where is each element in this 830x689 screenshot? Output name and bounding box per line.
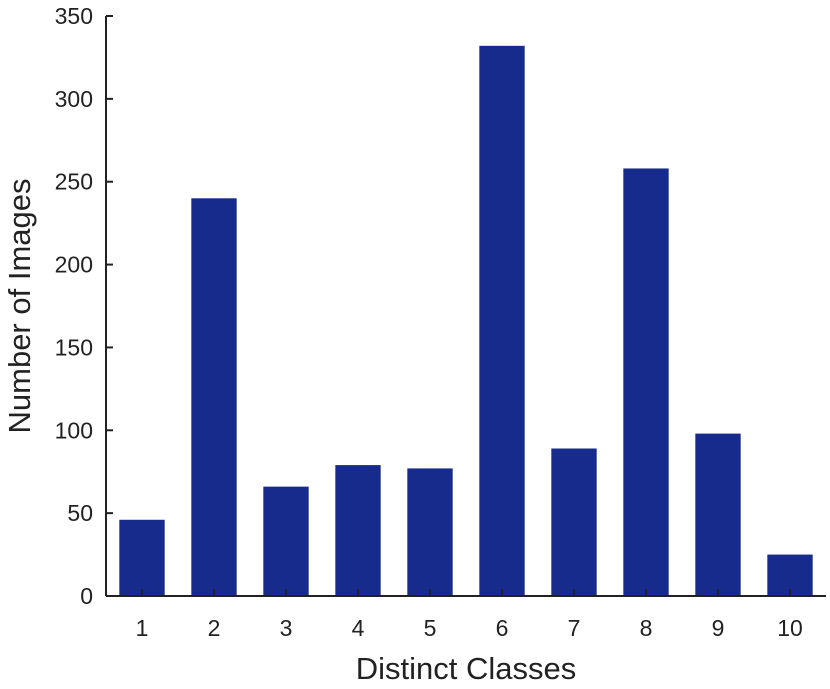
bar-1 xyxy=(119,519,165,596)
y-tick-label: 350 xyxy=(55,3,93,29)
bar-4 xyxy=(335,465,381,596)
x-tick-label: 9 xyxy=(712,615,725,641)
x-tick-label: 6 xyxy=(496,615,509,641)
bars-group xyxy=(119,45,813,597)
x-tick-label: 10 xyxy=(777,615,803,641)
x-ticks-group: 1 2 3 4 5 6 7 8 9 10 xyxy=(136,589,803,641)
y-ticks-group: 0 50 100 150 200 250 300 350 xyxy=(55,3,113,609)
bar-8 xyxy=(623,168,669,596)
axes-group xyxy=(105,16,826,597)
y-tick-label: 0 xyxy=(80,583,93,609)
y-tick-label: 200 xyxy=(55,252,93,278)
x-tick-label: 8 xyxy=(640,615,653,641)
x-tick-label: 1 xyxy=(136,615,149,641)
x-tick-label: 2 xyxy=(208,615,221,641)
x-tick-label: 5 xyxy=(424,615,437,641)
bar-7 xyxy=(551,448,597,596)
x-tick-label: 4 xyxy=(352,615,365,641)
x-tick-label: 7 xyxy=(568,615,581,641)
x-tick-label: 3 xyxy=(280,615,293,641)
y-axis-title: Number of Images xyxy=(2,179,37,434)
y-tick-label: 100 xyxy=(55,417,93,443)
bar-2 xyxy=(191,198,237,597)
y-tick-label: 250 xyxy=(55,169,93,195)
y-tick-label: 300 xyxy=(55,86,93,112)
bar-6 xyxy=(479,45,525,596)
y-tick-label: 50 xyxy=(67,500,93,526)
bar-9 xyxy=(695,433,741,596)
bar-3 xyxy=(263,486,309,596)
y-tick-label: 150 xyxy=(55,334,93,360)
bar-5 xyxy=(407,468,453,596)
x-axis-title: Distinct Classes xyxy=(356,651,577,686)
